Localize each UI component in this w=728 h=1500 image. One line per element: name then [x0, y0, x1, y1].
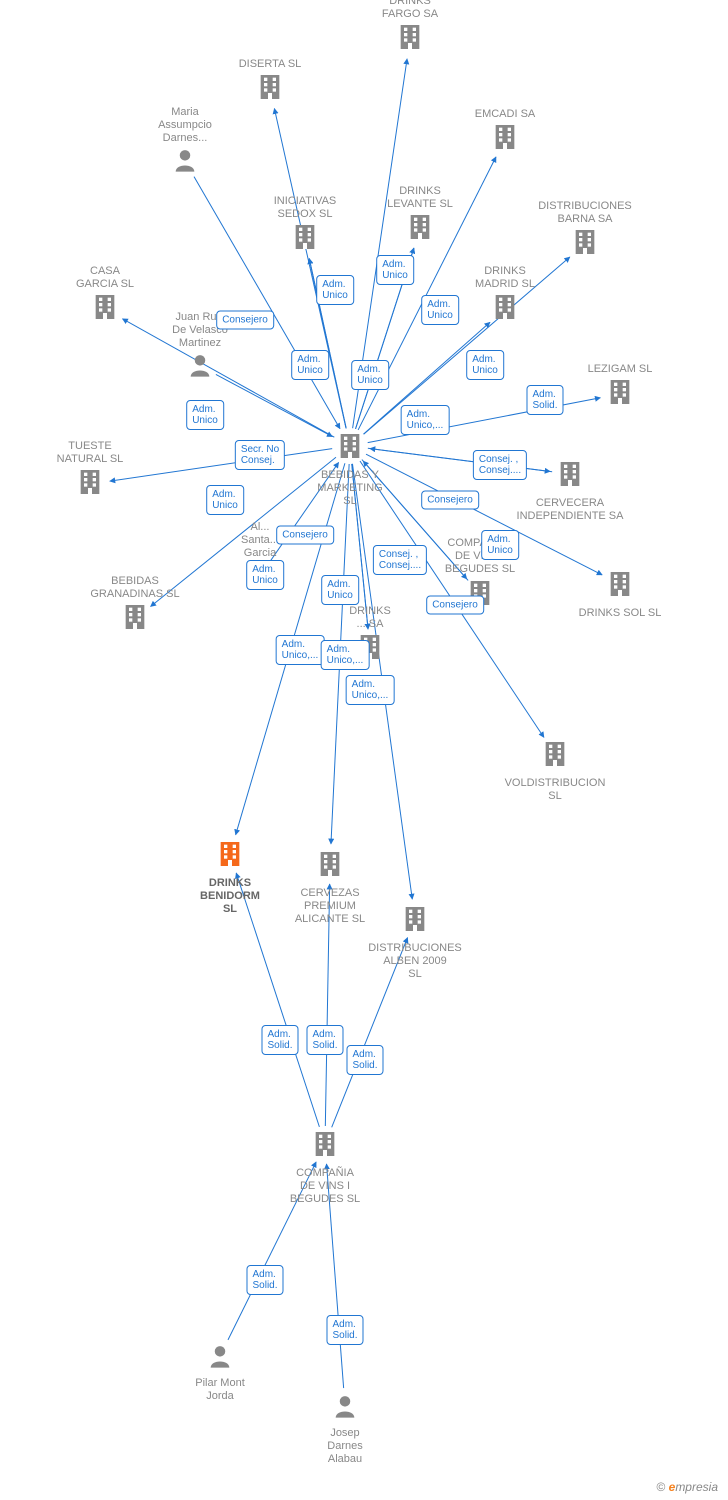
node-label: COMPAÑIADE VINS IBEGUDES SL	[270, 1167, 380, 1207]
node-label: DISERTA SL	[215, 58, 325, 71]
node-compania_vins2[interactable]: COMPAÑIADE VINS IBEGUDES SL	[270, 1128, 380, 1207]
edge-label: Adm. Unico,...	[346, 675, 395, 705]
node-pilar_mont[interactable]: Pilar MontJorda	[165, 1342, 275, 1403]
company-icon	[539, 738, 571, 770]
node-label: Pilar MontJorda	[165, 1377, 275, 1403]
company-icon	[289, 221, 321, 253]
edge-label: Adm. Unico	[321, 575, 359, 605]
edge-label: Adm. Unico	[421, 295, 459, 325]
edge-label: Consejero	[216, 311, 274, 330]
company-icon	[604, 568, 636, 600]
node-label: LEZIGAM SL	[565, 363, 675, 376]
company-icon	[489, 291, 521, 323]
company-icon	[314, 848, 346, 880]
node-label: INICIATIVASSEDOX SL	[250, 195, 360, 221]
node-label: CERVECERAINDEPENDIENTE SA	[515, 497, 625, 523]
edge-label: Consejero	[421, 491, 479, 510]
person-icon	[171, 146, 199, 174]
node-drinks_fargo[interactable]: DRINKSFARGO SA	[355, 0, 465, 58]
company-icon	[604, 376, 636, 408]
node-label: JosepDarnesAlabau	[290, 1427, 400, 1467]
copyright-footer: © empresia	[656, 1480, 718, 1494]
node-voldistribucion[interactable]: VOLDISTRIBUCIONSL	[500, 738, 610, 803]
edge-label: Adm. Unico,...	[276, 635, 325, 665]
edge-label: Adm. Solid.	[261, 1025, 298, 1055]
node-label: DRINKSBENIDORMSL	[175, 877, 285, 917]
company-icon	[399, 903, 431, 935]
node-lezigam[interactable]: LEZIGAM SL	[565, 361, 675, 413]
edge-label: Secr. No Consej.	[235, 440, 285, 470]
edge-label: Adm. Unico	[351, 360, 389, 390]
edge-label: Adm. Unico	[481, 530, 519, 560]
edge-label: Adm. Solid.	[246, 1265, 283, 1295]
node-label: DRINKS SOL SL	[565, 607, 675, 620]
edge-label: Adm. Unico	[291, 350, 329, 380]
edge-label: Consejero	[426, 596, 484, 615]
node-maria_assumpcio[interactable]: MariaAssumpcioDarnes...	[130, 104, 240, 179]
edge-label: Adm. Solid.	[346, 1045, 383, 1075]
node-bebidas_marketing[interactable]: BEBIDAS YMARKETINGSL	[295, 430, 405, 509]
company-icon	[489, 121, 521, 153]
edge-label: Consej. , Consej....	[373, 545, 427, 575]
node-emcadi[interactable]: EMCADI SA	[450, 106, 560, 158]
edge-label: Adm. Solid.	[526, 385, 563, 415]
node-label: DRINKSMADRID SL	[450, 265, 560, 291]
node-drinks_sol[interactable]: DRINKS SOL SL	[565, 568, 675, 620]
node-label: EMCADI SA	[450, 108, 560, 121]
company-icon	[554, 458, 586, 490]
person-icon	[206, 1342, 234, 1370]
node-label: DRINKSLEVANTE SL	[365, 185, 475, 211]
node-drinks_benidorm[interactable]: DRINKSBENIDORMSL	[175, 838, 285, 917]
edge-label: Adm. Unico	[466, 350, 504, 380]
node-tueste_natural[interactable]: TUESTENATURAL SL	[35, 438, 145, 503]
person-icon	[331, 1392, 359, 1420]
node-label: DISTRIBUCIONESALBEN 2009SL	[360, 942, 470, 982]
node-distribuciones_barna[interactable]: DISTRIBUCIONESBARNA SA	[530, 198, 640, 263]
edge-label: Adm. Unico	[376, 255, 414, 285]
edge-label: Adm. Unico,...	[401, 405, 450, 435]
node-label: TUESTENATURAL SL	[35, 440, 145, 466]
company-icon	[119, 601, 151, 633]
company-icon	[404, 211, 436, 243]
edge-line	[216, 374, 332, 436]
company-icon	[334, 430, 366, 462]
node-josep_darnes[interactable]: JosepDarnesAlabau	[290, 1392, 400, 1467]
edge-label: Adm. Solid.	[326, 1315, 363, 1345]
company-icon	[569, 226, 601, 258]
node-label: BEBIDASGRANADINAS SL	[80, 575, 190, 601]
company-icon	[214, 838, 246, 870]
brand-rest: mpresia	[675, 1480, 718, 1494]
person-icon	[186, 351, 214, 379]
node-cervecera_indep[interactable]: CERVECERAINDEPENDIENTE SA	[515, 458, 625, 523]
edge-label: Consejero	[276, 526, 334, 545]
edge-label: Adm. Unico,...	[321, 640, 370, 670]
company-icon	[74, 466, 106, 498]
company-icon	[254, 71, 286, 103]
edge-label: Adm. Unico	[246, 560, 284, 590]
node-drinks_levante[interactable]: DRINKSLEVANTE SL	[365, 183, 475, 248]
node-label: DISTRIBUCIONESBARNA SA	[530, 200, 640, 226]
node-drinks_madrid[interactable]: DRINKSMADRID SL	[450, 263, 560, 328]
company-icon	[309, 1128, 341, 1160]
edge-label: Adm. Unico	[186, 400, 224, 430]
node-casa_garcia[interactable]: CASAGARCIA SL	[50, 263, 160, 328]
node-iniciativas_sedox[interactable]: INICIATIVASSEDOX SL	[250, 193, 360, 258]
company-icon	[89, 291, 121, 323]
company-icon	[394, 21, 426, 53]
node-diserta[interactable]: DISERTA SL	[215, 56, 325, 108]
node-label: MariaAssumpcioDarnes...	[130, 106, 240, 146]
edge-label: Consej. , Consej....	[473, 450, 527, 480]
edge-label: Adm. Solid.	[306, 1025, 343, 1055]
node-bebidas_granadinas[interactable]: BEBIDASGRANADINAS SL	[80, 573, 190, 638]
node-label: CASAGARCIA SL	[50, 265, 160, 291]
edge-label: Adm. Unico	[316, 275, 354, 305]
node-distribuciones_alben[interactable]: DISTRIBUCIONESALBEN 2009SL	[360, 903, 470, 982]
node-label: VOLDISTRIBUCIONSL	[500, 777, 610, 803]
node-label: BEBIDAS YMARKETINGSL	[295, 469, 405, 509]
copyright-symbol: ©	[656, 1480, 665, 1494]
node-label: DRINKS... SA	[315, 605, 425, 631]
node-label: DRINKSFARGO SA	[355, 0, 465, 21]
edge-label: Adm. Unico	[206, 485, 244, 515]
